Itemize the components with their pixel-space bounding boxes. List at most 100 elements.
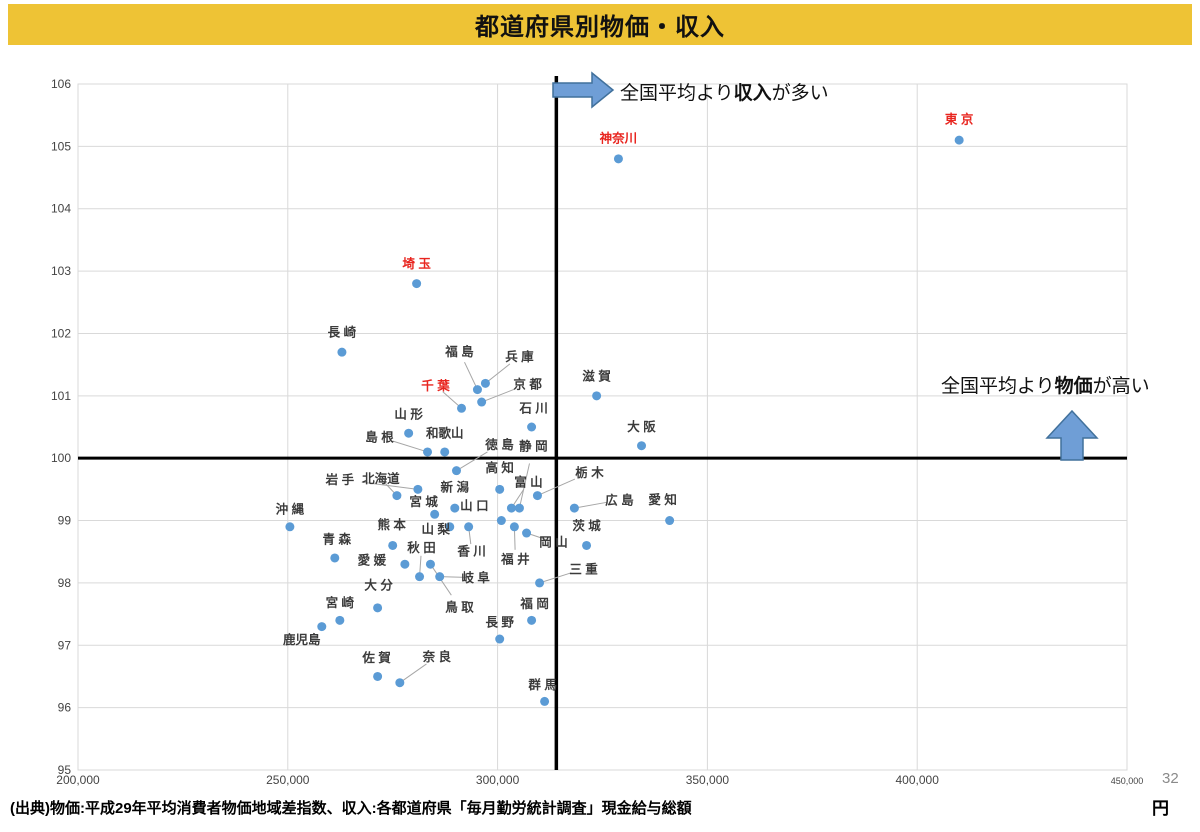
data-point-label: 香 川: [456, 543, 485, 558]
data-point: [582, 540, 592, 550]
x-axis-tick-label: 250,000: [266, 773, 310, 787]
data-point: [415, 572, 425, 582]
page-number: 32: [1162, 770, 1179, 787]
label-leader-line: [537, 478, 576, 497]
data-point: [373, 603, 383, 613]
data-point: [495, 484, 505, 494]
data-point: [506, 503, 516, 513]
data-point-label: 福 島: [444, 344, 474, 359]
data-point: [373, 671, 383, 681]
data-point: [569, 503, 579, 513]
data-point: [472, 385, 482, 395]
annotation-price: 全国平均より物価が高い: [941, 376, 1150, 397]
data-point-label: 石 川: [518, 402, 547, 416]
y-axis-tick-label: 103: [51, 264, 71, 278]
data-point: [450, 503, 460, 513]
data-point: [435, 572, 445, 582]
y-axis-tick-label: 101: [51, 389, 71, 403]
y-axis-tick-label: 104: [51, 202, 71, 216]
data-point-label: 静 岡: [519, 439, 547, 454]
data-point: [527, 422, 537, 432]
data-point: [430, 509, 440, 519]
source-note: (出典)物価:平成29年平均消費者物価地域差指数、収入:各都道府県「毎月勤労統計…: [10, 800, 692, 817]
label-leader-line: [392, 440, 428, 453]
data-point: [532, 491, 542, 501]
data-point-label: 滋 賀: [582, 368, 611, 383]
data-point: [423, 447, 433, 457]
data-point: [954, 135, 964, 145]
data-point: [400, 559, 410, 569]
label-leader-line: [518, 463, 530, 509]
x-axis-tick-label: 450,000: [1111, 776, 1144, 786]
y-axis-tick-label: 102: [51, 326, 71, 340]
data-point-label: 熊 本: [377, 517, 406, 532]
data-point-label: 青 森: [323, 531, 352, 546]
data-point: [330, 553, 340, 563]
data-point: [451, 466, 461, 476]
data-point-label: 鳥 取: [445, 600, 474, 615]
label-leader-line: [399, 663, 427, 684]
data-point-label: 宮 城: [409, 494, 438, 509]
data-point-label: 富 山: [514, 475, 542, 490]
title-banner: 都道府県別物価・収入: [8, 4, 1192, 45]
y-axis-tick-label: 98: [58, 576, 72, 590]
data-point-label: 長 野: [485, 615, 514, 630]
data-point: [440, 447, 450, 457]
data-point-label: 岡 山: [539, 535, 567, 550]
data-point: [535, 578, 545, 588]
data-point-label: 岐 阜: [461, 570, 490, 585]
data-point-label: 茨 城: [572, 518, 601, 533]
data-point-label: 山 口: [460, 498, 488, 513]
data-point-label: 新 潟: [441, 480, 470, 495]
data-point-label: 長 崎: [328, 325, 357, 340]
data-point-label: 愛 媛: [358, 553, 387, 568]
page-title: 都道府県別物価・収入: [475, 14, 725, 41]
data-point: [509, 522, 519, 532]
data-point-label: 福 井: [500, 551, 530, 566]
data-point: [404, 428, 414, 438]
data-point: [445, 522, 455, 532]
data-point: [592, 391, 602, 401]
data-point: [495, 634, 505, 644]
data-point: [477, 397, 487, 407]
data-point-label: 佐 賀: [361, 650, 391, 665]
data-point-label: 兵 庫: [505, 349, 534, 364]
label-leader-line: [485, 363, 511, 384]
data-point-label: 和歌山: [425, 425, 464, 440]
label-leader-line: [456, 451, 488, 472]
data-point-label: 徳 島: [484, 437, 514, 452]
data-point: [480, 378, 490, 388]
data-point-label: 沖 縄: [276, 501, 305, 516]
y-axis-tick-label: 100: [51, 451, 71, 465]
data-point-label: 東 京: [945, 112, 974, 127]
data-point-label: 大 阪: [627, 419, 656, 434]
label-leader-line: [481, 388, 515, 403]
data-point-label: 三 重: [569, 561, 598, 576]
y-axis-tick-label: 95: [58, 763, 72, 777]
data-point-label: 奈 良: [422, 649, 452, 664]
data-point: [522, 528, 532, 538]
y-axis-tick-label: 105: [51, 139, 71, 153]
x-axis-tick-label: 300,000: [476, 773, 520, 787]
y-axis-tick-label: 97: [58, 638, 72, 652]
data-point: [413, 484, 423, 494]
y-axis-tick-label: 96: [58, 701, 72, 715]
data-point-label: 千 葉: [421, 378, 450, 393]
data-point-label: 宮 崎: [326, 595, 355, 610]
data-point: [496, 516, 506, 526]
data-point: [425, 559, 435, 569]
data-point-label: 愛 知: [648, 492, 676, 507]
data-point: [540, 696, 550, 706]
data-point: [464, 522, 474, 532]
label-leader-line: [464, 362, 478, 390]
data-point-label: 神奈川: [600, 130, 638, 145]
data-point-label: 群 馬: [527, 677, 556, 692]
data-point: [285, 522, 295, 532]
data-point-label: 北海道: [362, 471, 400, 486]
label-leader-line: [574, 501, 607, 509]
data-point: [395, 678, 405, 688]
data-point: [388, 540, 398, 550]
data-point-label: 福 岡: [519, 596, 548, 611]
data-point-label: 高 知: [485, 460, 513, 475]
data-point-label: 秋 田: [407, 540, 435, 555]
